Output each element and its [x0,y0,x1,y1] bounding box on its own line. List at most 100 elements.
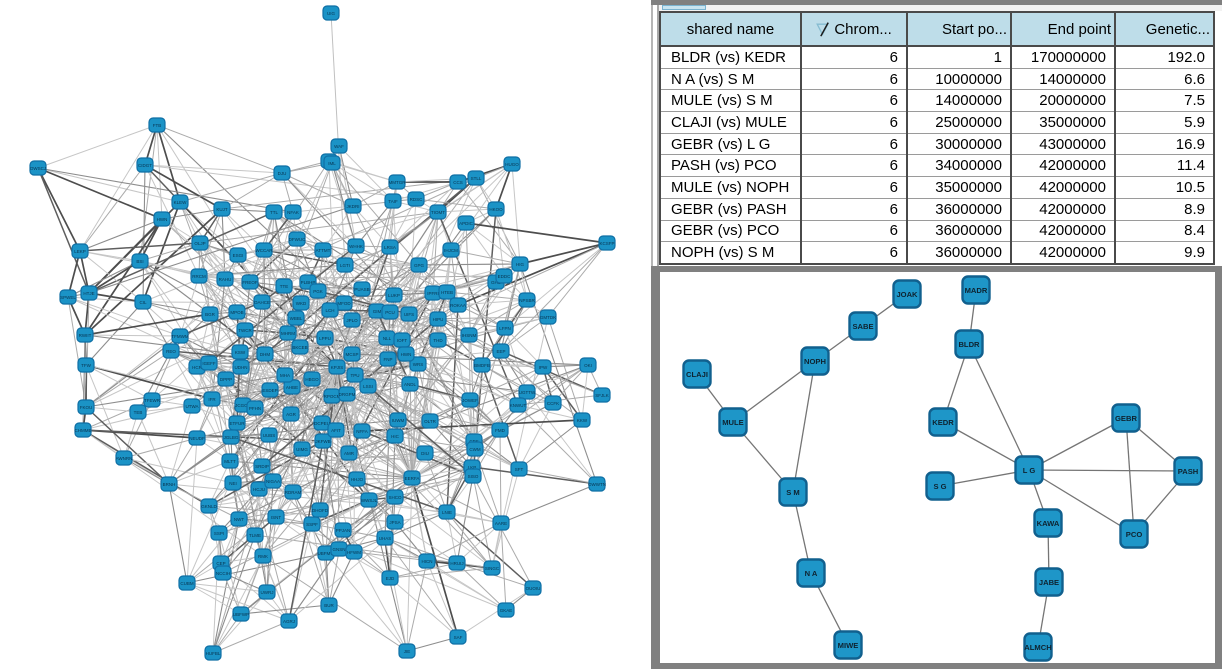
svg-text:RWIIT: RWIIT [79,333,92,338]
svg-text:OUOIU: OUOIU [526,586,541,591]
svg-text:ESGI: ESGI [233,253,244,258]
svg-text:HUFBL: HUFBL [206,651,221,656]
svg-text:HTEB: HTEB [441,290,453,295]
svg-text:GEBR: GEBR [1115,414,1137,423]
svg-text:HWN: HWN [157,217,168,222]
svg-text:IPW: IPW [539,365,548,370]
svg-text:NIGAA: NIGAA [266,479,280,484]
svg-text:L G: L G [1023,466,1036,475]
svg-text:WAF: WAF [334,144,344,149]
svg-text:DIU: DIU [421,451,429,456]
svg-text:RMK: RMK [258,554,268,559]
svg-text:LRSA: LRSA [384,245,396,250]
svg-text:FMD: FMD [495,428,505,433]
svg-text:THD: THD [433,338,443,343]
svg-text:JKFWB: JKFWB [315,439,330,444]
svg-text:BGR: BGR [205,312,216,317]
svg-text:UBFWP: UBFWP [233,612,249,617]
svg-text:HHJO: HHJO [351,477,364,482]
svg-text:NFFA: NFFA [356,429,368,434]
svg-text:KKW: KKW [577,418,588,423]
svg-text:S G: S G [933,482,946,491]
svg-text:HWN: HWN [401,352,412,357]
svg-text:HCR: HCR [192,365,202,370]
svg-text:PUASB: PUASB [354,287,369,292]
svg-text:ALMCH: ALMCH [1024,643,1051,652]
svg-text:DHOFD: DHOFD [312,508,329,513]
svg-text:KUJT: KUJT [216,207,228,212]
svg-text:SINGC: SINGC [485,566,500,571]
svg-text:FNP: FNP [384,357,393,362]
svg-text:ROKAA: ROKAA [450,303,466,308]
svg-text:WWSJL: WWSJL [361,498,378,503]
svg-text:AFIT: AFIT [331,428,341,433]
svg-text:PASH: PASH [1178,467,1199,476]
svg-text:DPPP: DPPP [220,377,232,382]
svg-text:OWSCJ: OWSCJ [30,166,46,171]
svg-text:ATTMT: ATTMT [316,248,331,253]
svg-text:STLL: STLL [471,176,482,181]
svg-text:UIFS: UIFS [404,312,414,317]
svg-text:WBBL: WBBL [290,316,303,321]
svg-text:OKI: OKI [584,363,592,368]
svg-text:TTL: TTL [270,210,278,215]
svg-text:MFOD: MFOD [337,301,351,306]
svg-text:GKNLD: GKNLD [201,504,217,509]
svg-text:KSW: KSW [235,350,246,355]
svg-text:ISNT: ISNT [271,515,282,520]
svg-text:PCU: PCU [385,310,395,315]
svg-text:KLEW: KLEW [174,200,188,205]
svg-text:MCSP: MCSP [345,352,358,357]
svg-text:DRGPM: DRGPM [339,392,356,397]
svg-text:CEP: CEP [216,561,225,566]
svg-text:BRNH: BRNH [163,482,176,487]
svg-text:CHMME: CHMME [75,428,92,433]
svg-text:MHRM: MHRM [281,331,295,336]
svg-text:BUR: BUR [324,603,334,608]
svg-text:FREOF: FREOF [242,280,258,285]
svg-text:MPOB: MPOB [230,310,243,315]
svg-text:NOPH: NOPH [804,357,826,366]
svg-text:GIM: GIM [373,309,382,314]
svg-text:FKOU: FKOU [80,405,93,410]
svg-text:AGR: AGR [286,412,297,417]
svg-text:CIDGT: CIDGT [138,163,152,168]
svg-text:IHSNM: IHSNM [462,333,477,338]
svg-text:IUWM: IUWM [392,418,405,423]
svg-text:EJD: EJD [386,576,395,581]
svg-text:LPPU: LPPU [319,336,331,341]
svg-text:LGTI: LGTI [340,263,350,268]
svg-text:HICN: HICN [422,559,433,564]
svg-text:HKOO: HKOO [489,207,503,212]
svg-text:UDHN: UDHN [235,365,248,370]
svg-text:LFPN: LFPN [499,326,511,331]
svg-text:JOWEF: JOWEF [462,398,478,403]
svg-text:GPG: GPG [414,263,425,268]
svg-text:NCCIH: NCCIH [216,571,230,576]
svg-text:NEUDF: NEUDF [189,436,205,441]
svg-text:IHJCM: IHJCM [444,248,458,253]
svg-text:JKDRI: JKDRI [346,204,359,209]
svg-text:GKAE: GKAE [500,608,513,613]
svg-text:UHAS: UHAS [379,536,392,541]
svg-text:MHA: MHA [280,373,290,378]
svg-text:JABE: JABE [1039,578,1059,587]
svg-text:PPJAN: PPJAN [336,528,351,533]
svg-text:EEP: EEP [496,349,505,354]
svg-text:SFJLK: SFJLK [595,393,609,398]
svg-text:HCJU: HCJU [253,487,265,492]
svg-text:JIE: JIE [404,649,411,654]
svg-text:UTWA: UTWA [185,404,198,409]
svg-text:SABE: SABE [852,322,873,331]
svg-text:RAHU: RAHU [219,277,232,282]
svg-text:TWCR: TWCR [238,328,252,333]
svg-text:BSI: BSI [136,259,143,264]
svg-text:NLL: NLL [383,336,392,341]
svg-text:SAF: SAF [454,635,463,640]
svg-text:SISO: SISO [468,474,479,479]
svg-text:MULE: MULE [722,418,744,427]
svg-text:PGK: PGK [313,289,323,294]
svg-text:MMTGR: MMTGR [389,180,407,185]
svg-text:PLBHP: PLBHP [301,280,316,285]
svg-text:RDRAM: RDRAM [285,490,302,495]
